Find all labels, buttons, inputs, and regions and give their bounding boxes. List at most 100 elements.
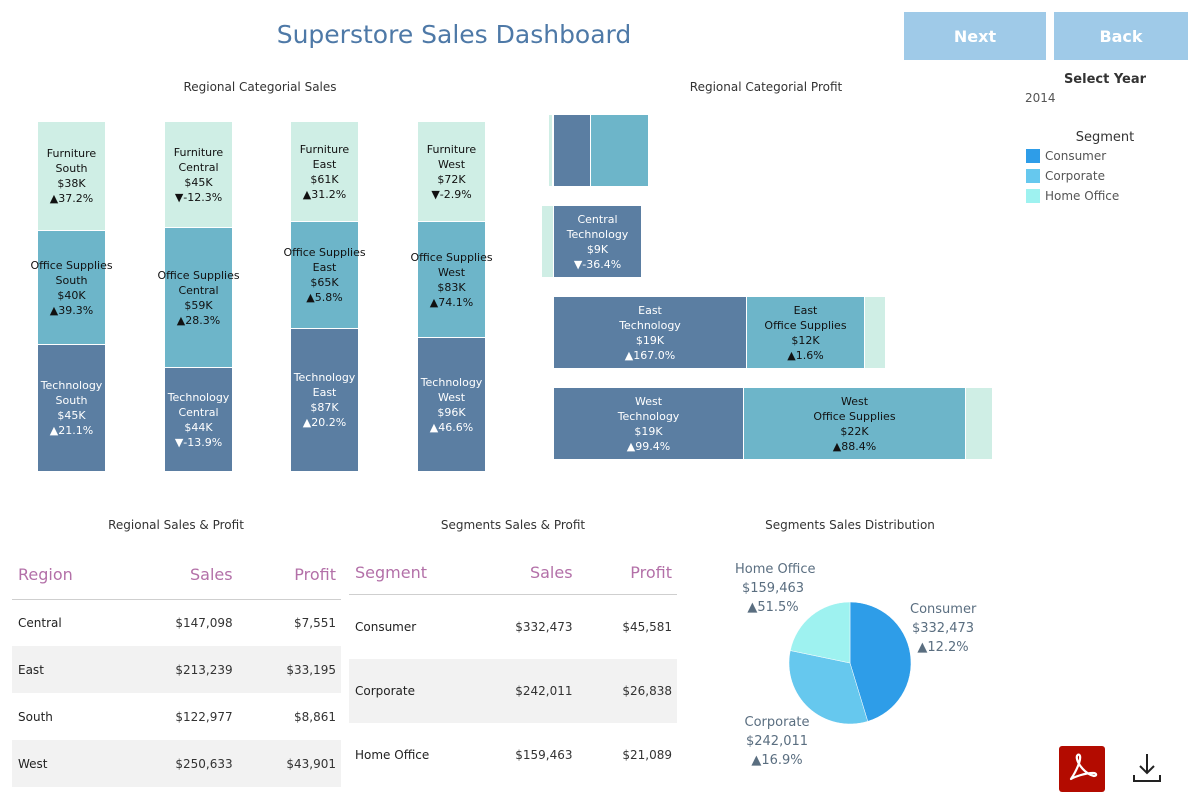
- profit-bar-south-furniture[interactable]: [549, 115, 552, 186]
- legend-item-corporate[interactable]: Corporate: [1026, 168, 1105, 184]
- pdf-icon: [1069, 753, 1098, 781]
- table-row[interactable]: East $213,239 $33,195: [12, 646, 341, 693]
- profit-bar-west-technology[interactable]: West Technology $19K ▲99.4%: [554, 388, 743, 459]
- segment-table-title: Segments Sales & Profit: [440, 518, 586, 532]
- sales-bar-east[interactable]: Furniture East $61K ▲31.2% Office Suppli…: [283, 122, 366, 471]
- segment-value: $22K: [840, 424, 869, 438]
- profit-bar-east-furniture[interactable]: [865, 297, 885, 368]
- cell-segment: Corporate: [349, 659, 474, 723]
- segment-value: $45K: [57, 409, 86, 422]
- cell-profit: $33,195: [242, 646, 341, 693]
- segment-change: ▲99.4%: [626, 439, 671, 453]
- column-header-profit[interactable]: Profit: [294, 565, 336, 585]
- cell-profit: $45,581: [622, 619, 672, 634]
- bar-segment-office-supplies[interactable]: Office Supplies Central $59K ▲28.3%: [157, 228, 240, 367]
- bar-segment-technology[interactable]: Technology South $45K ▲21.1%: [38, 345, 105, 471]
- segment-label: Technology: [566, 227, 629, 241]
- segment-label: East: [312, 261, 337, 274]
- bar-segment-office-supplies[interactable]: Office Supplies East $65K ▲5.8%: [283, 222, 366, 328]
- profit-bar-south-technology[interactable]: [554, 115, 590, 186]
- segment-change: ▲39.3%: [49, 303, 94, 317]
- segment-value: $87K: [310, 401, 339, 414]
- table-row[interactable]: Central $147,098 $7,551: [12, 599, 341, 646]
- segment-change: ▼-13.9%: [174, 435, 223, 449]
- profit-bar-west-furniture[interactable]: [966, 388, 992, 459]
- segment-label: Furniture: [299, 142, 350, 156]
- legend-swatch: [1026, 189, 1040, 203]
- table-row[interactable]: Consumer $332,473 $45,581: [349, 594, 677, 659]
- bar-segment-technology[interactable]: Technology Central $44K ▼-13.9%: [165, 368, 232, 471]
- profit-bar-east-office-supplies[interactable]: East Office Supplies $12K ▲1.6%: [747, 297, 864, 368]
- segment-label: East: [312, 157, 337, 171]
- profit-bar-east-technology[interactable]: East Technology $19K ▲167.0%: [554, 297, 746, 368]
- segment-value: $72K: [437, 172, 466, 186]
- segment-label: Office Supplies: [157, 268, 240, 282]
- segment-value: $19K: [635, 333, 665, 347]
- table-row[interactable]: South $122,977 $8,861: [12, 693, 341, 740]
- bar-segment-furniture[interactable]: Furniture West $72K ▼-2.9%: [418, 122, 485, 221]
- table-row[interactable]: Corporate $242,011 $26,838: [349, 659, 677, 723]
- segment-label: Technology: [167, 390, 230, 404]
- segment-change: ▲31.2%: [302, 187, 347, 201]
- cell-segment: Consumer: [355, 619, 417, 634]
- year-filter-value[interactable]: 2014: [1025, 91, 1056, 105]
- segment-value: $19K: [634, 424, 663, 438]
- pie-slice-corporate[interactable]: [788, 650, 869, 725]
- next-button[interactable]: Next: [904, 12, 1046, 60]
- segment-value: $44K: [184, 420, 213, 434]
- segment-label: East: [312, 386, 337, 399]
- segment-value: $61K: [310, 172, 339, 186]
- segment-label: South: [55, 273, 88, 287]
- table-row[interactable]: West $250,633 $43,901: [12, 740, 341, 787]
- bar-segment-technology[interactable]: Technology East $87K ▲20.2%: [291, 329, 358, 471]
- table-row[interactable]: Home Office $159,463 $21,089: [349, 723, 677, 787]
- profit-bar-central-furniture[interactable]: [542, 206, 553, 277]
- column-header-sales[interactable]: Sales: [529, 562, 573, 582]
- segment-pie-chart[interactable]: [780, 593, 920, 733]
- bar-segment-office-supplies[interactable]: Office Supplies West $83K ▲74.1%: [410, 222, 493, 337]
- cell-profit: $7,551: [294, 615, 336, 630]
- cell-sales: $159,463: [515, 748, 573, 762]
- column-header-profit[interactable]: Profit: [630, 562, 672, 582]
- pdf-export-button[interactable]: [1059, 746, 1105, 792]
- segment-label: Furniture: [426, 142, 477, 156]
- column-header-sales[interactable]: Sales: [190, 565, 233, 585]
- bar-segment-furniture[interactable]: Furniture Central $45K ▼-12.3%: [165, 122, 232, 227]
- cell-region: East: [12, 646, 122, 693]
- sales-bar-south[interactable]: Furniture South $38K ▲37.2% Office Suppl…: [30, 122, 113, 471]
- download-button[interactable]: [1126, 748, 1168, 790]
- segment-sales-profit-table: Segment Sales Profit Consumer $332,473 $…: [349, 551, 677, 787]
- pie-slice-consumer[interactable]: [849, 601, 912, 722]
- segment-label: Technology: [619, 318, 681, 332]
- segment-label: West: [634, 394, 663, 408]
- column-header-segment[interactable]: Segment: [355, 562, 427, 582]
- cell-profit: $43,901: [242, 740, 341, 787]
- profit-bar-south-office-supplies[interactable]: [591, 115, 648, 186]
- segment-label: Office Supplies: [410, 250, 493, 264]
- legend-title: Segment: [1075, 130, 1135, 145]
- segment-value: $38K: [57, 177, 86, 190]
- cell-sales: $332,473: [515, 619, 573, 634]
- bar-segment-technology[interactable]: Technology West $96K ▲46.6%: [418, 338, 485, 471]
- bar-segment-furniture[interactable]: Furniture East $61K ▲31.2%: [291, 122, 358, 221]
- legend-item-consumer[interactable]: Consumer: [1026, 148, 1106, 164]
- pie-label-home-office: Home Office $159,463 ▲51.5%: [735, 560, 816, 617]
- bar-segment-furniture[interactable]: Furniture South $38K ▲37.2%: [38, 122, 105, 230]
- back-button[interactable]: Back: [1054, 12, 1188, 60]
- bar-segment-office-supplies[interactable]: Office Supplies South $40K ▲39.3%: [30, 231, 113, 344]
- pie-slice-home-office[interactable]: [789, 601, 851, 664]
- profit-bar-central-technology[interactable]: Central Technology $9K ▼-36.4%: [554, 206, 641, 277]
- legend-item-home-office[interactable]: Home Office: [1026, 188, 1119, 204]
- column-header-region[interactable]: Region: [18, 565, 73, 585]
- slice-label: Home Office: [735, 562, 816, 577]
- pie-label-consumer: Consumer $332,473 ▲12.2%: [910, 600, 976, 657]
- dashboard-title: Superstore Sales Dashboard: [276, 20, 632, 49]
- segment-label: West: [840, 394, 869, 408]
- profit-bar-west-office-supplies[interactable]: West Office Supplies $22K ▲88.4%: [744, 388, 965, 459]
- segment-label: South: [55, 394, 88, 407]
- sales-bar-west[interactable]: Furniture West $72K ▼-2.9% Office Suppli…: [410, 122, 493, 471]
- segment-change: ▲21.1%: [49, 424, 94, 437]
- legend-label: Consumer: [1045, 149, 1107, 163]
- sales-bar-central[interactable]: Furniture Central $45K ▼-12.3% Office Su…: [157, 122, 240, 471]
- regional-sales-profit-table: Region Sales Profit Central $147,098 $7,…: [12, 551, 341, 787]
